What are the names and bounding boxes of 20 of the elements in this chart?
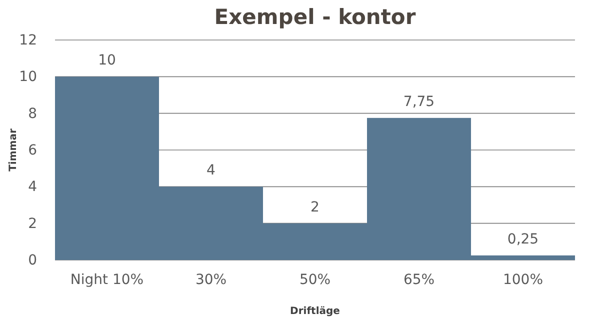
y-tick-label: 6 — [28, 142, 38, 158]
y-tick-label: 10 — [19, 69, 37, 86]
y-axis-title: Timmar — [8, 128, 19, 172]
y-tick-label: 12 — [19, 32, 37, 48]
x-tick-label: 100% — [502, 272, 544, 288]
y-tick-label: 0 — [28, 252, 37, 268]
chart-title: Exempel - kontor — [214, 5, 416, 29]
y-tick-label: 2 — [28, 216, 37, 232]
data-label: 10 — [98, 52, 116, 69]
data-label: 7,75 — [403, 94, 435, 110]
data-label: 0,25 — [507, 231, 539, 248]
x-axis-title: Driftläge — [290, 306, 340, 317]
y-tick-label: 4 — [28, 179, 38, 196]
x-tick-label: Night 10% — [70, 272, 144, 288]
data-label: 4 — [206, 162, 216, 179]
x-tick-label: 30% — [195, 272, 227, 288]
x-tick-label: 50% — [299, 272, 331, 288]
y-tick-label: 8 — [28, 106, 37, 122]
x-tick-label: 65% — [403, 272, 435, 288]
data-label: 2 — [310, 199, 320, 216]
